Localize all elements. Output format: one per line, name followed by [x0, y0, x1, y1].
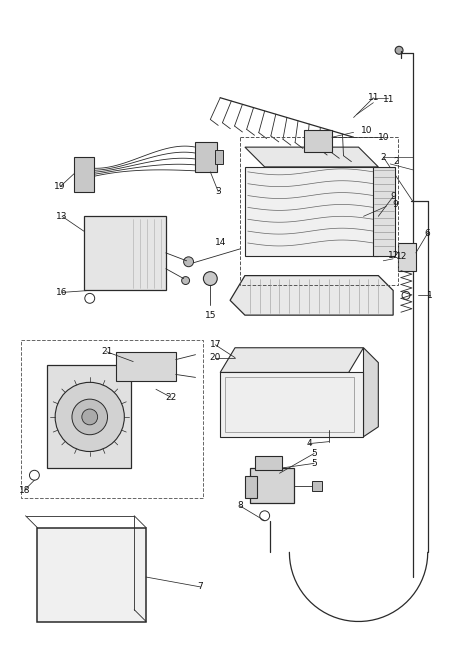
Text: 5: 5 — [311, 459, 317, 468]
Text: 1: 1 — [427, 291, 433, 300]
Circle shape — [203, 271, 217, 286]
Circle shape — [116, 259, 123, 267]
Bar — [84, 216, 166, 290]
Bar — [398, 243, 416, 271]
Polygon shape — [364, 348, 378, 437]
Text: 20: 20 — [210, 353, 221, 362]
Text: 21: 21 — [101, 347, 112, 356]
Bar — [250, 468, 294, 503]
Text: 12: 12 — [387, 251, 399, 260]
Circle shape — [72, 399, 108, 435]
Text: 17: 17 — [210, 340, 221, 349]
Circle shape — [82, 409, 98, 425]
Circle shape — [183, 257, 193, 267]
Bar — [245, 476, 257, 498]
Text: 8: 8 — [237, 502, 243, 510]
Text: 2: 2 — [393, 158, 399, 167]
Text: 11: 11 — [383, 95, 394, 104]
Circle shape — [128, 354, 151, 379]
Bar — [225, 377, 354, 432]
Text: 18: 18 — [19, 485, 30, 494]
Circle shape — [182, 277, 190, 284]
Text: 6: 6 — [425, 229, 430, 237]
Bar — [74, 157, 94, 192]
Circle shape — [55, 383, 124, 451]
Bar — [255, 456, 283, 470]
Bar — [215, 150, 223, 164]
Text: 4: 4 — [306, 439, 312, 448]
Text: 10: 10 — [377, 133, 389, 142]
Text: 15: 15 — [205, 311, 216, 320]
Text: 13: 13 — [56, 212, 68, 221]
Bar — [374, 167, 395, 256]
Bar — [304, 130, 332, 152]
Text: 19: 19 — [55, 182, 66, 191]
Bar — [245, 167, 378, 256]
Bar — [312, 481, 322, 491]
Polygon shape — [47, 364, 131, 468]
Text: 3: 3 — [215, 187, 221, 196]
Polygon shape — [220, 348, 364, 373]
Text: 2: 2 — [381, 152, 386, 162]
Polygon shape — [230, 275, 393, 315]
Text: 22: 22 — [165, 392, 176, 402]
Text: 14: 14 — [215, 239, 226, 247]
Text: 9: 9 — [392, 200, 398, 209]
Bar — [195, 142, 217, 172]
Text: 10: 10 — [361, 126, 372, 135]
Circle shape — [109, 253, 129, 273]
Polygon shape — [245, 147, 378, 167]
Text: 16: 16 — [56, 288, 68, 297]
Circle shape — [256, 459, 264, 468]
Bar — [37, 528, 146, 621]
Text: 12: 12 — [396, 252, 408, 262]
Text: 7: 7 — [198, 583, 203, 591]
Bar — [240, 137, 398, 286]
Circle shape — [395, 46, 403, 54]
Text: 5: 5 — [311, 449, 317, 458]
Circle shape — [100, 243, 139, 283]
Bar — [117, 352, 176, 381]
Text: 11: 11 — [368, 94, 379, 102]
Bar — [220, 373, 364, 437]
Circle shape — [133, 360, 145, 373]
Bar — [20, 340, 203, 498]
Text: 9: 9 — [390, 192, 396, 201]
